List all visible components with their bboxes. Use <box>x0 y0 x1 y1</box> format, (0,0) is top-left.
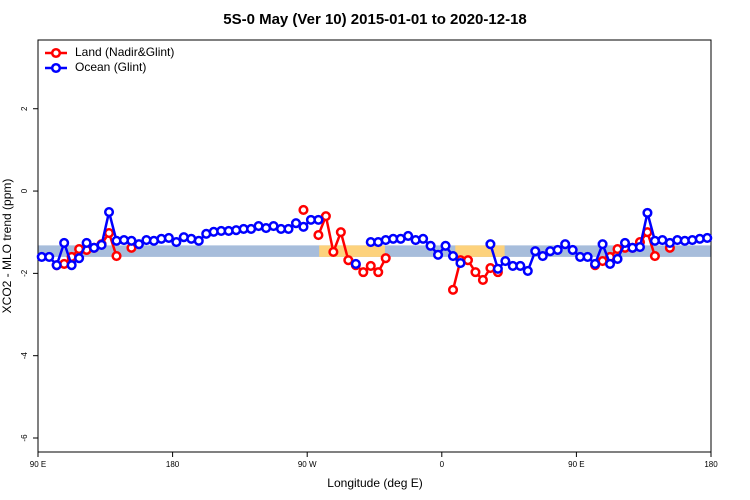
x-tick-label: 90 E <box>30 460 46 469</box>
point <box>66 260 77 271</box>
point <box>447 284 459 295</box>
point <box>582 251 593 262</box>
point <box>552 244 563 255</box>
plot-frame <box>37 39 712 453</box>
point <box>642 207 653 218</box>
point <box>111 251 122 262</box>
point <box>634 241 646 253</box>
highlight <box>455 245 505 257</box>
legend-marker <box>50 62 62 74</box>
point <box>74 253 85 264</box>
point <box>447 251 459 262</box>
point <box>373 267 384 278</box>
y-tick-label: -4 <box>20 352 29 360</box>
point <box>612 253 623 265</box>
point <box>492 263 503 274</box>
x-tick-label: 90 E <box>568 460 584 469</box>
point <box>485 239 496 250</box>
point <box>81 237 92 248</box>
point <box>320 211 331 222</box>
point <box>283 223 294 234</box>
point <box>537 251 548 262</box>
point <box>515 260 526 272</box>
point <box>619 237 631 248</box>
point <box>560 239 571 250</box>
point <box>51 260 62 271</box>
point <box>96 239 107 251</box>
point <box>418 233 429 244</box>
point <box>590 258 601 269</box>
x-tick-label: 180 <box>704 460 718 469</box>
point <box>500 255 511 267</box>
point <box>380 253 391 264</box>
point <box>425 240 436 251</box>
point <box>702 232 713 244</box>
point <box>103 206 115 218</box>
x-tick-label: 90 W <box>298 460 317 469</box>
point <box>133 239 144 250</box>
point <box>605 258 616 269</box>
point <box>313 214 324 225</box>
point <box>522 265 533 276</box>
point <box>477 274 488 286</box>
point <box>567 244 578 255</box>
legend-label: Ocean (Glint) <box>75 60 146 74</box>
y-tick-label: 0 <box>20 188 29 193</box>
x-tick-label: 180 <box>166 460 180 469</box>
chart-title: 5S-0 May (Ver 10) 2015-01-01 to 2020-12-… <box>223 11 527 28</box>
y-tick-label: -2 <box>20 269 29 277</box>
x-axis-label: Longitude (deg E) <box>327 476 422 490</box>
point <box>313 230 324 241</box>
legend-marker <box>50 47 62 59</box>
point <box>298 204 309 216</box>
point <box>455 258 466 269</box>
point <box>59 237 70 248</box>
point <box>343 255 354 266</box>
point <box>298 221 309 232</box>
point <box>163 232 174 244</box>
point <box>335 227 346 238</box>
point <box>103 227 115 239</box>
point <box>597 239 608 250</box>
point <box>440 240 451 251</box>
y-tick-label: 2 <box>20 106 29 111</box>
point <box>403 230 414 241</box>
point <box>328 246 339 258</box>
point <box>193 235 204 246</box>
point <box>44 251 55 262</box>
y-tick-label: -6 <box>20 434 29 442</box>
highlight <box>319 245 385 257</box>
point <box>350 258 361 269</box>
point <box>530 246 541 257</box>
point <box>470 267 481 278</box>
point <box>433 249 444 260</box>
point <box>171 237 182 248</box>
point <box>365 260 376 272</box>
point <box>649 251 660 262</box>
point <box>290 218 302 229</box>
point <box>358 267 369 278</box>
x-tick-label: 0 <box>440 460 445 469</box>
y-axis-label: XCO2 - MLO trend (ppm) <box>0 179 14 314</box>
legend-label: Land (Nadir&Glint) <box>75 45 174 59</box>
